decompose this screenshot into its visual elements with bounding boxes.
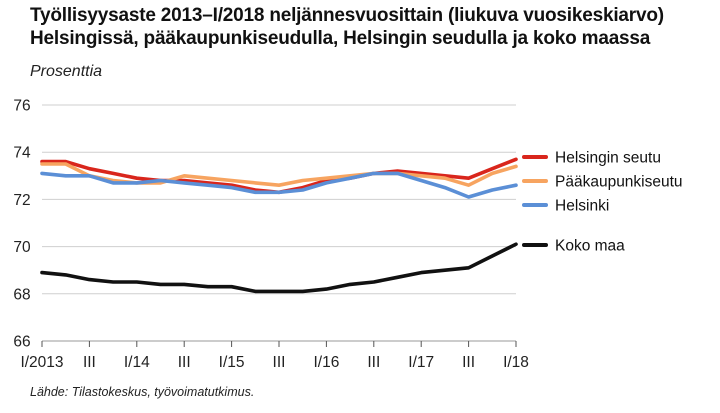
y-tick-label: 70	[13, 239, 31, 256]
x-tick-label: III	[367, 354, 380, 371]
x-tick-label: I/15	[219, 354, 245, 371]
series-line-helsinki	[40, 171, 518, 199]
legend-label-helsinki: Helsinki	[555, 198, 609, 215]
chart-title-line-2: Helsingissä, pääkaupunkiseudulla, Helsin…	[30, 28, 651, 49]
legend-label-p-kaupunkiseutu: Pääkaupunkiseutu	[555, 174, 683, 191]
x-tick-label: I/2013	[20, 354, 63, 371]
x-tick-label: I/16	[313, 354, 339, 371]
chart-title-line-1: Työllisyysaste 2013–I/2018 neljännesvuos…	[30, 5, 664, 26]
x-tick-label: I/17	[408, 354, 434, 371]
x-tick-label: III	[273, 354, 286, 371]
y-tick-label: 74	[13, 145, 31, 162]
legend-label-helsingin-seutu: Helsingin seutu	[555, 150, 661, 167]
chart-title: Työllisyysaste 2013–I/2018 neljännesvuos…	[30, 4, 720, 50]
source-note: Lähde: Tilastokeskus, työvoimatutkimus.	[30, 385, 255, 399]
x-tick-label: III	[178, 354, 191, 371]
x-tick-label: I/18	[503, 354, 529, 371]
y-tick-label: 76	[13, 98, 30, 115]
x-tick-label: III	[83, 354, 96, 371]
series-line-koko-maa	[40, 242, 518, 294]
legend-label-koko-maa: Koko maa	[555, 238, 625, 255]
x-tick-label: I/14	[124, 354, 150, 371]
y-tick-label: 72	[13, 192, 30, 209]
unit-label: Prosenttia	[30, 63, 103, 80]
y-tick-label: 66	[13, 334, 30, 351]
y-tick-label: 68	[13, 286, 30, 303]
x-tick-label: III	[462, 354, 475, 371]
